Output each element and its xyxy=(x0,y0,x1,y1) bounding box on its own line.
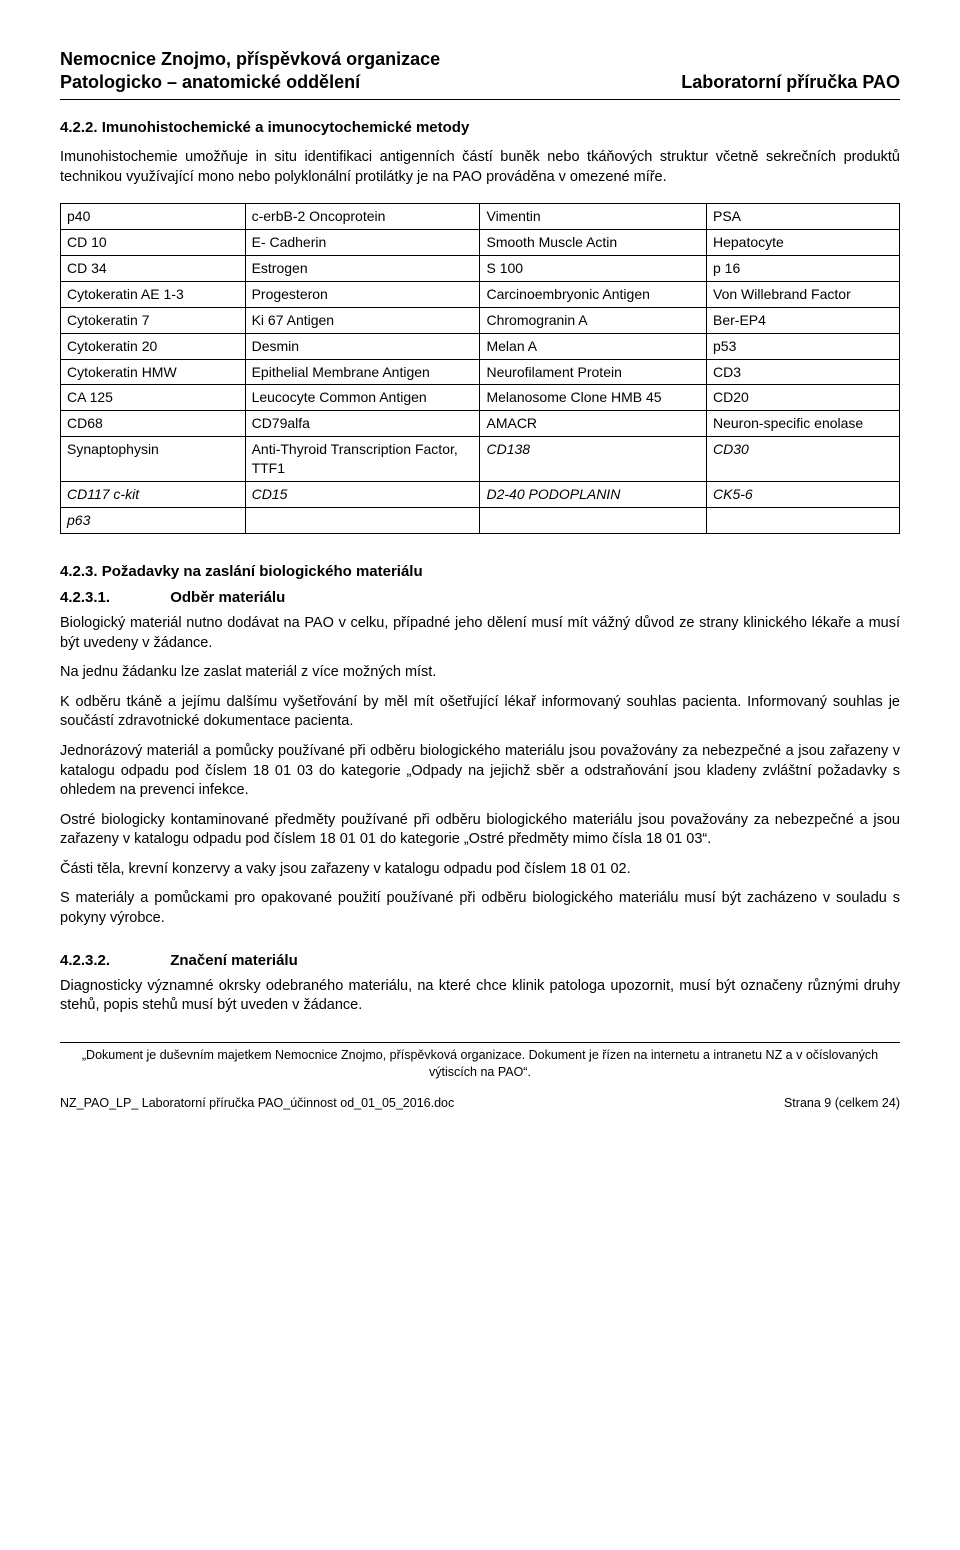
header-org-line1: Nemocnice Znojmo, příspěvková organizace xyxy=(60,48,440,71)
table-cell: Leucocyte Common Antigen xyxy=(245,385,480,411)
para-4231-3: Jednorázový materiál a pomůcky používané… xyxy=(60,742,900,801)
table-cell: AMACR xyxy=(480,411,707,437)
table-cell: Ber-EP4 xyxy=(707,307,900,333)
table-cell: CD20 xyxy=(707,385,900,411)
header-doc-title: Laboratorní příručka PAO xyxy=(681,70,900,94)
table-cell: Estrogen xyxy=(245,255,480,281)
table-cell: c-erbB-2 Oncoprotein xyxy=(245,204,480,230)
table-cell: Neurofilament Protein xyxy=(480,359,707,385)
table-cell: CD3 xyxy=(707,359,900,385)
table-cell: p53 xyxy=(707,333,900,359)
table-row: Cytokeratin HMWEpithelial Membrane Antig… xyxy=(61,359,900,385)
table-row: Cytokeratin AE 1-3ProgesteronCarcinoembr… xyxy=(61,281,900,307)
table-cell xyxy=(707,507,900,533)
table-cell xyxy=(480,507,707,533)
table-row: CA 125Leucocyte Common AntigenMelanosome… xyxy=(61,385,900,411)
section-4-2-3-2-body: Diagnosticky významné okrsky odebraného … xyxy=(60,977,900,1016)
table-cell: CD79alfa xyxy=(245,411,480,437)
table-cell: Melanosome Clone HMB 45 xyxy=(480,385,707,411)
table-row: CD 10E- CadherinSmooth Muscle ActinHepat… xyxy=(61,230,900,256)
page-header: Nemocnice Znojmo, příspěvková organizace… xyxy=(60,48,900,100)
para-4231-1: Na jednu žádanku lze zaslat materiál z v… xyxy=(60,663,900,683)
table-cell: CD117 c-kit xyxy=(61,481,246,507)
section-4-2-3-heading: 4.2.3. Požadavky na zaslání biologického… xyxy=(60,562,900,582)
page-footer: „Dokument je duševním majetkem Nemocnice… xyxy=(60,1042,900,1112)
table-cell xyxy=(245,507,480,533)
table-cell: Ki 67 Antigen xyxy=(245,307,480,333)
table-cell: CA 125 xyxy=(61,385,246,411)
table-cell: Carcinoembryonic Antigen xyxy=(480,281,707,307)
table-cell: Epithelial Membrane Antigen xyxy=(245,359,480,385)
table-cell: PSA xyxy=(707,204,900,230)
table-cell: CD 34 xyxy=(61,255,246,281)
table-cell: Cytokeratin 7 xyxy=(61,307,246,333)
section-4-2-2-paragraph: Imunohistochemie umožňuje in situ identi… xyxy=(60,148,900,187)
table-cell: CD30 xyxy=(707,437,900,482)
para-4231-5: Části těla, krevní konzervy a vaky jsou … xyxy=(60,860,900,880)
table-cell: p63 xyxy=(61,507,246,533)
table-cell: Chromogranin A xyxy=(480,307,707,333)
section-4-2-3-2-num: 4.2.3.2. xyxy=(60,952,110,969)
table-row: p40c-erbB-2 OncoproteinVimentinPSA xyxy=(61,204,900,230)
table-cell: CD 10 xyxy=(61,230,246,256)
table-cell: D2-40 PODOPLANIN xyxy=(480,481,707,507)
section-4-2-3-1-title: Odběr materiálu xyxy=(170,589,285,606)
table-row: p63 xyxy=(61,507,900,533)
footer-right: Strana 9 (celkem 24) xyxy=(784,1095,900,1112)
table-cell: p40 xyxy=(61,204,246,230)
table-cell: Anti-Thyroid Transcription Factor, TTF1 xyxy=(245,437,480,482)
table-cell: CD138 xyxy=(480,437,707,482)
table-cell: Cytokeratin AE 1-3 xyxy=(61,281,246,307)
para-4231-0: Biologický materiál nutno dodávat na PAO… xyxy=(60,614,900,653)
para-4231-2: K odběru tkáně a jejímu dalšímu vyšetřov… xyxy=(60,693,900,732)
table-cell: CD68 xyxy=(61,411,246,437)
table-cell: E- Cadherin xyxy=(245,230,480,256)
table-cell: Cytokeratin 20 xyxy=(61,333,246,359)
table-row: CD 34EstrogenS 100p 16 xyxy=(61,255,900,281)
table-row: CD68CD79alfaAMACRNeuron-specific enolase xyxy=(61,411,900,437)
antibody-table: p40c-erbB-2 OncoproteinVimentinPSACD 10E… xyxy=(60,203,900,534)
footer-note: „Dokument je duševním majetkem Nemocnice… xyxy=(60,1047,900,1081)
table-cell: S 100 xyxy=(480,255,707,281)
table-cell: CD15 xyxy=(245,481,480,507)
table-row: CD117 c-kitCD15D2-40 PODOPLANINCK5-6 xyxy=(61,481,900,507)
header-org-line2: Patologicko – anatomické oddělení xyxy=(60,71,440,94)
table-cell: p 16 xyxy=(707,255,900,281)
table-cell: Hepatocyte xyxy=(707,230,900,256)
header-org: Nemocnice Znojmo, příspěvková organizace… xyxy=(60,48,440,95)
table-cell: Melan A xyxy=(480,333,707,359)
footer-left: NZ_PAO_LP_ Laboratorní příručka PAO_účin… xyxy=(60,1095,454,1112)
section-4-2-3-1-num: 4.2.3.1. xyxy=(60,589,110,606)
table-cell: Vimentin xyxy=(480,204,707,230)
table-cell: Progesteron xyxy=(245,281,480,307)
section-4-2-2-heading: 4.2.2. Imunohistochemické a imunocytoche… xyxy=(60,118,900,138)
para-4231-6: S materiály a pomůckami pro opakované po… xyxy=(60,889,900,928)
table-row: SynaptophysinAnti-Thyroid Transcription … xyxy=(61,437,900,482)
table-cell: Smooth Muscle Actin xyxy=(480,230,707,256)
table-row: Cytokeratin 7Ki 67 AntigenChromogranin A… xyxy=(61,307,900,333)
section-4-2-3-1-body: Biologický materiál nutno dodávat na PAO… xyxy=(60,614,900,928)
table-cell: Neuron-specific enolase xyxy=(707,411,900,437)
table-cell: Cytokeratin HMW xyxy=(61,359,246,385)
section-4-2-3-2-heading: 4.2.3.2. Značení materiálu xyxy=(60,951,900,971)
section-4-2-3-2-title: Značení materiálu xyxy=(170,952,298,969)
table-cell: Desmin xyxy=(245,333,480,359)
table-cell: Synaptophysin xyxy=(61,437,246,482)
para-4231-4: Ostré biologicky kontaminované předměty … xyxy=(60,811,900,850)
table-cell: Von Willebrand Factor xyxy=(707,281,900,307)
table-row: Cytokeratin 20DesminMelan Ap53 xyxy=(61,333,900,359)
section-4-2-3-1-heading: 4.2.3.1. Odběr materiálu xyxy=(60,588,900,608)
table-cell: CK5-6 xyxy=(707,481,900,507)
para-4232-0: Diagnosticky významné okrsky odebraného … xyxy=(60,977,900,1016)
